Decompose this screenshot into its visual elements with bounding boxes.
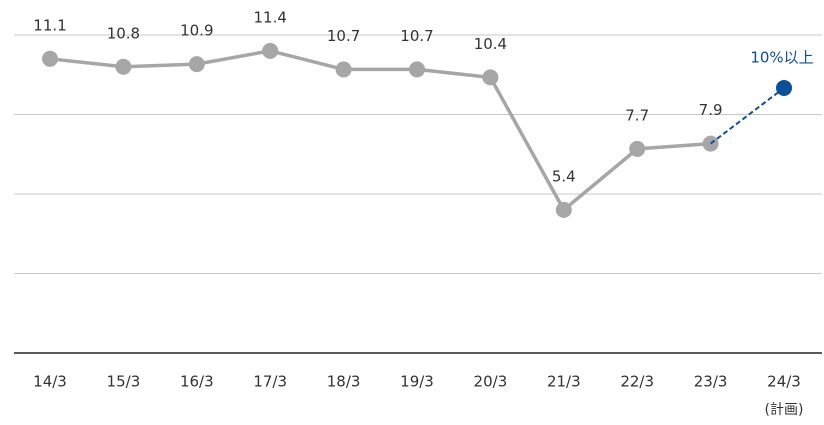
point bbox=[482, 69, 499, 86]
point bbox=[335, 61, 352, 78]
data-label: 10.9 bbox=[180, 22, 213, 40]
x-tick-label: 18/3 bbox=[327, 373, 361, 391]
data-label: 7.9 bbox=[699, 101, 723, 119]
x-tick-label: 19/3 bbox=[400, 373, 434, 391]
point bbox=[115, 58, 132, 75]
x-tick-label: 23/3 bbox=[694, 373, 728, 391]
x-tick-label: 20/3 bbox=[474, 373, 508, 391]
data-label: 11.1 bbox=[33, 16, 66, 34]
point bbox=[262, 42, 279, 59]
x-tick-label: 24/3 bbox=[767, 373, 801, 391]
x-tick-label: 22/3 bbox=[620, 373, 654, 391]
data-label: 10.4 bbox=[474, 35, 507, 53]
data-label: 10.7 bbox=[400, 27, 433, 45]
point bbox=[409, 61, 425, 78]
x-tick-note: (計画) bbox=[765, 402, 804, 418]
data-label: 11.4 bbox=[253, 8, 286, 26]
data-label: 7.7 bbox=[625, 106, 649, 124]
x-tick-label: 21/3 bbox=[547, 373, 581, 391]
line bbox=[49, 49, 711, 212]
plan-connector bbox=[709, 87, 785, 145]
point bbox=[629, 140, 646, 157]
x-tick-label: 14/3 bbox=[33, 373, 67, 391]
point bbox=[776, 79, 792, 96]
point bbox=[188, 56, 205, 73]
x-tick-label: 15/3 bbox=[107, 373, 141, 391]
point bbox=[555, 201, 572, 218]
point bbox=[42, 50, 58, 67]
x-tick-label: 16/3 bbox=[180, 373, 214, 391]
data-label: 5.4 bbox=[552, 167, 576, 185]
data-label: 10.8 bbox=[107, 24, 140, 42]
data-label: 10%以上 bbox=[750, 48, 813, 66]
x-tick-label: 17/3 bbox=[253, 373, 287, 391]
data-label: 10.7 bbox=[327, 27, 360, 45]
